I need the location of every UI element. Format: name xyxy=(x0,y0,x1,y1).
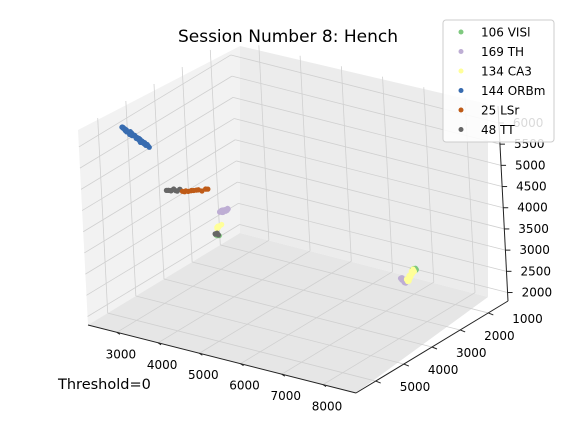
z-tick-label: 4500 xyxy=(516,180,547,194)
z-gridline-left xyxy=(86,202,239,296)
z-tick-label: 2500 xyxy=(520,264,551,278)
z-gridline-back xyxy=(232,96,502,166)
z-gridline-left xyxy=(80,97,234,190)
z-tick-label: 3500 xyxy=(518,222,549,236)
legend-marker xyxy=(458,68,464,74)
x-tick-mark xyxy=(157,342,162,346)
y-gridline-floor xyxy=(220,244,489,314)
z-gridline-back xyxy=(234,118,503,187)
x-tick-label: 4000 xyxy=(147,358,178,372)
x-tick-label: 7000 xyxy=(271,389,302,403)
y-gridline-left xyxy=(97,118,109,314)
legend: 106 VISl 169 TH 134 CA3 144 ORBm 25 LSr 48 TT xyxy=(442,19,555,143)
chart-title: Session Number 8: Hench xyxy=(178,27,398,47)
x-gridline-back xyxy=(382,76,393,272)
z-tick-label: 4000 xyxy=(517,201,548,215)
legend-label: 144 ORBm xyxy=(481,84,545,98)
y-tick-label: 5000 xyxy=(400,380,431,394)
y-tick-mark xyxy=(459,329,466,333)
x-gridline-back xyxy=(299,55,311,251)
back-pane xyxy=(240,46,488,297)
x-axis-ticks: 3000 4000 5000 6000 7000 8000 xyxy=(106,331,343,414)
z-gridline-left xyxy=(83,139,236,233)
legend-label: 106 VISl xyxy=(481,26,530,40)
data-point xyxy=(219,221,225,228)
y-gridline-left xyxy=(153,83,165,280)
z-tick-label: 2000 xyxy=(522,286,553,300)
y-tick-label: 2000 xyxy=(484,329,515,343)
x-axis-line xyxy=(87,324,357,394)
z-gridline-left xyxy=(81,118,235,211)
y-gridline-floor xyxy=(135,295,404,365)
z-gridline-back xyxy=(237,181,506,251)
x-tick-label: 6000 xyxy=(229,379,260,393)
y-tick-mark xyxy=(375,380,381,384)
x-gridline-back xyxy=(340,66,352,262)
x-gridline-back xyxy=(258,45,270,241)
x-gridline-back xyxy=(423,87,435,283)
data-points xyxy=(119,124,419,286)
x-tick-mark xyxy=(116,331,121,335)
x-tick-label: 8000 xyxy=(312,400,343,414)
legend-marker xyxy=(458,88,464,93)
y-axis-ticks: 1000 2000 3000 4000 5000 xyxy=(375,312,543,394)
x-tick-mark xyxy=(199,352,203,356)
z-tick-label: 3000 xyxy=(519,243,550,257)
z-gridline-back xyxy=(235,139,504,209)
data-point xyxy=(397,275,404,281)
z-gridline-left xyxy=(85,181,238,275)
z-gridline-left xyxy=(78,54,232,148)
legend-marker xyxy=(458,29,464,35)
legend-marker xyxy=(458,107,464,113)
data-point xyxy=(212,231,218,237)
y-gridline-left xyxy=(181,66,193,262)
z-gridline-back xyxy=(236,160,505,230)
x-tick-mark xyxy=(240,363,244,367)
y-gridline-floor xyxy=(192,261,461,331)
z-gridline-left xyxy=(87,224,240,317)
x-tick-mark xyxy=(322,384,327,388)
legend-label: 134 CA3 xyxy=(481,65,532,79)
y-tick-mark xyxy=(431,346,438,350)
x-tick-label: 5000 xyxy=(188,368,219,382)
legend-label: 25 LSr xyxy=(481,104,519,118)
floor-pane xyxy=(88,233,488,393)
y-gridline-floor xyxy=(163,278,433,348)
threshold-label: Threshold=0 xyxy=(57,377,151,393)
x-tick-mark xyxy=(281,373,286,377)
data-point xyxy=(225,205,231,211)
legend-label: 169 TH xyxy=(481,45,524,59)
y-tick-mark xyxy=(488,312,494,316)
data-point xyxy=(405,278,411,285)
z-gridline-back xyxy=(239,224,508,293)
z-gridline-back xyxy=(238,202,507,272)
z-tick-label: 5000 xyxy=(515,158,546,172)
x-tick-label: 3000 xyxy=(106,347,137,361)
data-point xyxy=(146,144,152,150)
legend-marker xyxy=(458,127,464,132)
y-tick-label: 3000 xyxy=(456,346,487,360)
legend-box xyxy=(442,19,555,143)
data-point xyxy=(205,186,211,192)
y-tick-label: 1000 xyxy=(512,312,543,326)
z-gridline-left xyxy=(84,160,237,254)
y-gridline-floor xyxy=(107,312,376,382)
y-tick-label: 4000 xyxy=(428,363,459,377)
y-tick-mark xyxy=(403,363,410,367)
z-gridline-left xyxy=(79,75,233,169)
legend-label: 48 TT xyxy=(481,123,515,137)
legend-marker xyxy=(458,49,464,54)
